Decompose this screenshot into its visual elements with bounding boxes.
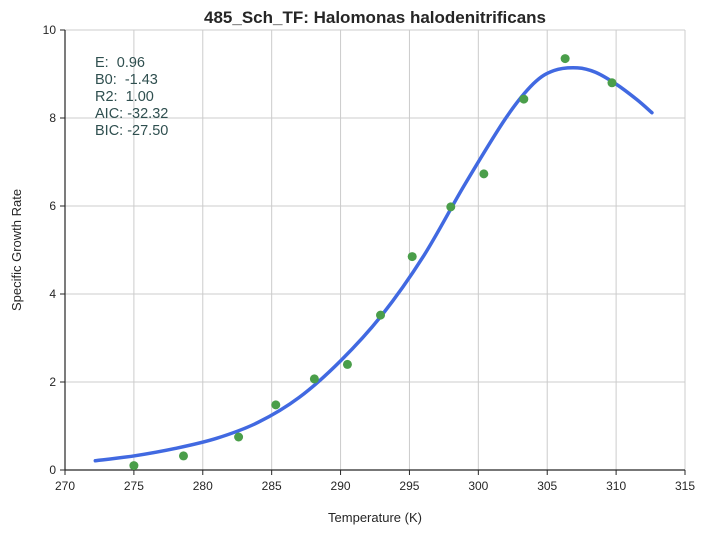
data-point [407,252,417,262]
data-point [234,432,244,442]
data-point [309,374,319,384]
y-tick-label: 2 [49,375,56,389]
x-tick-label: 270 [55,479,75,493]
fit-statistics: E: 0.96 B0: -1.43 R2: 1.00 AIC: -32.32 B… [95,55,168,139]
x-tick-label: 295 [399,479,419,493]
data-point [607,78,617,88]
stat-b0: B0: -1.43 [95,72,158,88]
stat-e: E: 0.96 [95,55,145,71]
stat-r2: R2: 1.00 [95,89,154,105]
data-point [560,54,570,64]
data-point [129,461,139,471]
y-tick-label: 0 [49,463,56,477]
x-tick-label: 285 [262,479,282,493]
data-point [446,202,456,212]
y-tick-label: 10 [43,23,57,37]
y-tick-label: 8 [49,111,56,125]
data-point [342,359,352,369]
ticks: 270 275 280 285 290 295 300 305 310 315 0 2 4 6 8 10 [43,23,696,493]
x-tick-label: 275 [124,479,144,493]
axes [64,30,685,471]
x-tick-label: 305 [537,479,557,493]
x-tick-label: 290 [331,479,351,493]
y-tick-label: 6 [49,199,56,213]
x-tick-label: 280 [193,479,213,493]
fit-curve-line [93,66,654,463]
stat-aic: AIC: -32.32 [95,106,168,122]
data-point [178,451,188,461]
data-point [376,310,386,320]
x-tick-label: 310 [606,479,626,493]
data-point [519,94,529,104]
data-points [129,54,617,471]
data-point [271,400,281,410]
stat-bic: BIC: -27.50 [95,123,168,139]
data-point [479,169,489,179]
chart-title: 485_Sch_TF: Halomonas halodenitrificans [204,8,546,27]
grid [65,29,686,470]
y-tick-label: 4 [49,287,56,301]
x-tick-label: 315 [675,479,695,493]
x-axis-label: Temperature (K) [328,510,422,525]
y-axis-label: Specific Growth Rate [9,189,24,311]
x-tick-label: 300 [468,479,488,493]
